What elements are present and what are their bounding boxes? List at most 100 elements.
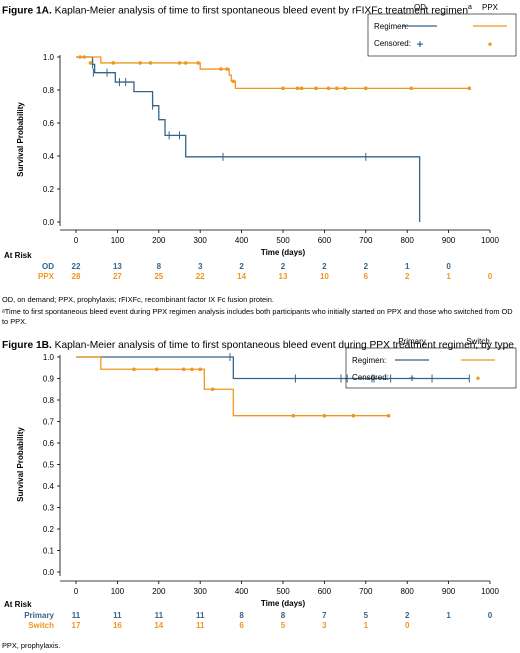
at-risk-value-ppx: 0 xyxy=(488,272,493,281)
x-tick-label: 500 xyxy=(276,236,290,245)
censor-mark-ppx xyxy=(467,86,472,91)
censor-mark-switch xyxy=(291,413,296,418)
at-risk-value-od: 3 xyxy=(198,262,203,271)
at-risk-row-label-primary: Primary xyxy=(24,611,54,620)
censor-mark-switch xyxy=(132,367,136,372)
legend-series-name-primary: Primary xyxy=(398,337,426,346)
censor-mark-ppx xyxy=(78,55,82,59)
at-risk-value-od: 13 xyxy=(113,262,122,271)
legend-censor-symbol-switch: • xyxy=(476,371,480,385)
y-tick-label: 0.0 xyxy=(43,218,55,227)
x-tick-label: 700 xyxy=(359,236,373,245)
x-tick-label: 500 xyxy=(276,587,290,596)
km-curve-od xyxy=(76,56,421,222)
x-tick-label: 100 xyxy=(111,236,125,245)
at-risk-header: At Risk xyxy=(4,600,32,609)
at-risk-value-primary: 8 xyxy=(239,611,244,620)
x-tick-label: 400 xyxy=(235,236,249,245)
figure-1a-title: Figure 1A. Kaplan-Meier analysis of time… xyxy=(2,2,472,17)
y-tick-label: 0.9 xyxy=(43,375,55,384)
censor-mark-ppx xyxy=(409,86,414,91)
at-risk-value-od: 1 xyxy=(405,262,410,271)
legend-series-name-od: OD xyxy=(414,3,426,12)
km-curve-ppx xyxy=(76,56,470,89)
censor-mark-ppx xyxy=(225,67,229,71)
at-risk-value-ppx: 6 xyxy=(364,272,369,281)
y-tick-label: 0.2 xyxy=(43,185,55,194)
x-tick-label: 800 xyxy=(401,587,415,596)
legend-box xyxy=(367,13,517,57)
censor-mark-ppx xyxy=(177,61,182,65)
y-tick-label: 0.8 xyxy=(43,86,55,95)
at-risk-value-primary: 0 xyxy=(488,611,493,620)
censor-mark-ppx xyxy=(364,86,368,91)
at-risk-value-od: 2 xyxy=(239,262,244,271)
at-risk-value-ppx: 28 xyxy=(72,272,81,281)
x-tick-label: 1000 xyxy=(481,236,499,245)
censor-mark-switch xyxy=(190,367,194,372)
x-tick-label: 600 xyxy=(318,587,332,596)
legend-box xyxy=(345,347,517,389)
at-risk-value-od: 2 xyxy=(322,262,327,271)
at-risk-value-primary: 5 xyxy=(364,611,369,620)
at-risk-value-switch: 3 xyxy=(322,621,327,630)
at-risk-value-ppx: 2 xyxy=(405,272,410,281)
at-risk-value-ppx: 25 xyxy=(154,272,163,281)
x-tick-label: 0 xyxy=(74,236,79,245)
censor-mark-switch xyxy=(198,367,202,372)
y-tick-label: 0.5 xyxy=(43,461,55,470)
km-curve-switch xyxy=(76,356,389,417)
at-risk-value-ppx: 27 xyxy=(113,272,122,281)
at-risk-row-label-ppx: PPX xyxy=(38,272,55,281)
at-risk-value-od: 22 xyxy=(72,262,81,271)
y-tick-label: 1.0 xyxy=(43,353,55,362)
y-tick-label: 0.1 xyxy=(43,547,55,556)
x-tick-label: 100 xyxy=(111,587,125,596)
km-curve-primary xyxy=(76,356,470,380)
at-risk-value-ppx: 1 xyxy=(446,272,451,281)
figure-1b-title: Figure 1B. Kaplan-Meier analysis of time… xyxy=(2,340,514,352)
x-tick-label: 1000 xyxy=(481,587,499,596)
censor-mark-ppx xyxy=(183,61,188,65)
y-tick-label: 0.8 xyxy=(43,396,55,405)
censor-mark-ppx xyxy=(138,61,142,65)
at-risk-value-ppx: 22 xyxy=(196,272,205,281)
x-tick-label: 900 xyxy=(442,236,456,245)
censor-mark-ppx xyxy=(314,86,318,91)
at-risk-value-primary: 7 xyxy=(322,611,327,620)
at-risk-value-od: 8 xyxy=(157,262,162,271)
censor-mark-switch xyxy=(154,367,159,372)
censor-mark-switch xyxy=(386,413,391,418)
censor-mark-ppx xyxy=(281,86,285,91)
censor-mark-switch xyxy=(322,413,327,418)
at-risk-value-switch: 6 xyxy=(239,621,244,630)
legend-censored-label: Censored: xyxy=(374,39,411,48)
at-risk-value-primary: 11 xyxy=(72,611,81,620)
y-axis-label: Survival Probability xyxy=(16,427,25,502)
x-tick-label: 300 xyxy=(194,587,208,596)
at-risk-value-primary: 8 xyxy=(281,611,286,620)
y-axis-label: Survival Probability xyxy=(16,102,25,177)
at-risk-value-switch: 11 xyxy=(196,621,205,630)
censor-mark-ppx xyxy=(219,67,223,71)
at-risk-value-switch: 5 xyxy=(281,621,286,630)
censor-mark-ppx xyxy=(88,61,93,65)
y-tick-label: 1.0 xyxy=(43,53,55,62)
legend-regimen-label: Regimen: xyxy=(374,22,408,31)
censor-mark-ppx xyxy=(335,86,339,91)
censor-mark-ppx xyxy=(326,86,331,91)
y-tick-label: 0.4 xyxy=(43,482,55,491)
censor-mark-switch xyxy=(351,413,356,418)
at-risk-value-primary: 2 xyxy=(405,611,410,620)
at-risk-value-od: 2 xyxy=(364,262,369,271)
y-tick-label: 0.6 xyxy=(43,439,55,448)
km-chart-1b: 0.00.10.20.30.40.50.60.70.80.91.00 100 200… xyxy=(4,337,517,630)
at-risk-row-label-od: OD xyxy=(42,262,54,271)
legend-regimen-label: Regimen: xyxy=(352,356,386,365)
censor-mark-ppx xyxy=(82,55,87,59)
y-tick-label: 0.6 xyxy=(43,119,55,128)
at-risk-value-switch: 16 xyxy=(113,621,122,630)
at-risk-value-primary: 11 xyxy=(196,611,205,620)
x-tick-label: 400 xyxy=(235,587,249,596)
figure-1b-footnote: PPX, prophylaxis. xyxy=(2,641,61,650)
